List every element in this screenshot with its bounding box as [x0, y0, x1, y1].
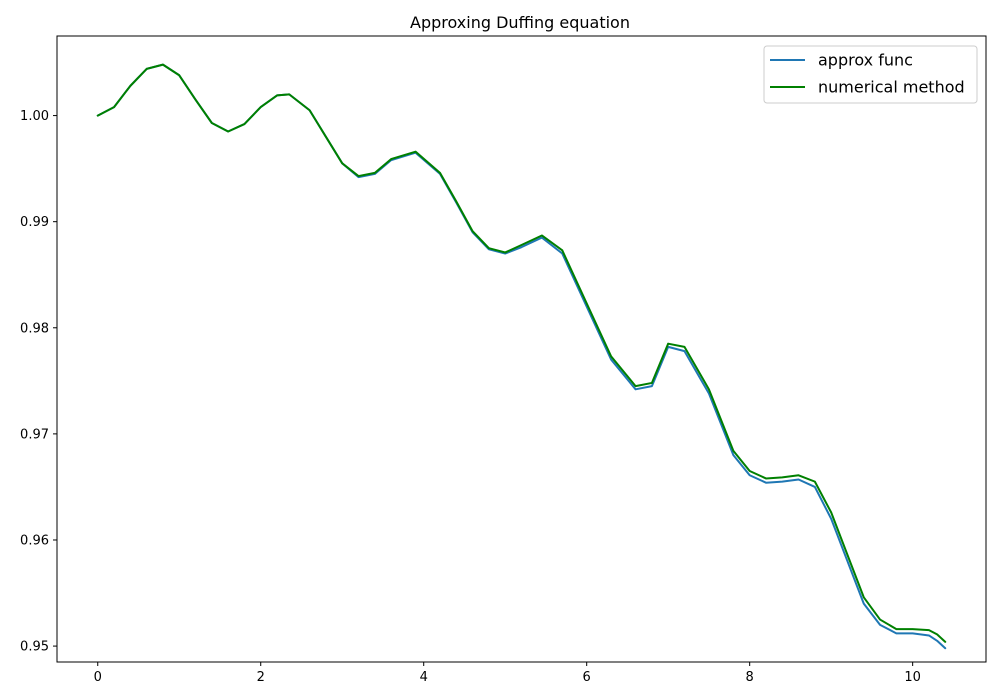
x-tick-label: 8	[746, 670, 754, 685]
y-tick-label: 0.95	[20, 640, 49, 655]
legend-box	[763, 45, 978, 104]
legend: approx func numerical method	[763, 45, 978, 104]
plot-area: 0 2 4 6 8 10 0.95 0.96 0.97 0.98 0.99 1.00	[20, 35, 987, 685]
series-line-numerical-method	[96, 63, 947, 643]
x-tick-label: 4	[420, 670, 428, 685]
x-tick-label: 10	[904, 670, 921, 685]
y-tick-label: 0.97	[20, 427, 49, 442]
legend-label: approx func	[818, 51, 913, 70]
x-tick-label: 6	[583, 670, 591, 685]
plot-frame	[56, 35, 987, 663]
x-axis-ticks: 0 2 4 6 8 10	[94, 662, 921, 685]
y-tick-label: 1.00	[20, 109, 49, 124]
y-axis-ticks: 0.95 0.96 0.97 0.98 0.99 1.00	[20, 109, 57, 655]
y-tick-label: 0.96	[20, 533, 49, 548]
legend-label: numerical method	[818, 78, 965, 97]
series-group	[96, 63, 947, 650]
x-tick-label: 2	[257, 670, 265, 685]
x-tick-label: 0	[94, 670, 102, 685]
y-tick-label: 0.99	[20, 215, 49, 230]
legend-entries: approx func numerical method	[770, 51, 965, 97]
y-tick-label: 0.98	[20, 321, 49, 336]
chart-title: Approxing Duffing equation	[410, 13, 630, 32]
